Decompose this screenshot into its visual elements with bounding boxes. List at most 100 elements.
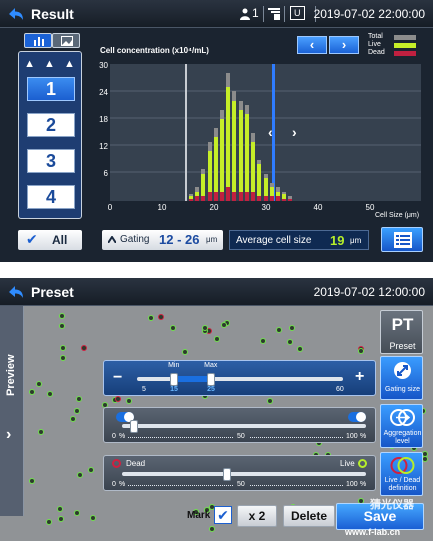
well-button-4[interactable]: 4 [27,185,75,209]
live-dead-definition-button[interactable]: Live / Dead definition [380,452,423,496]
well-button-1[interactable]: 1 [27,77,75,101]
avg-label: Average cell size [236,235,312,246]
tick-dots [128,485,233,487]
live-dead-definition-label: Live / Dead definition [384,477,421,492]
user-icon [240,8,250,20]
all-button[interactable]: ✔ All [18,230,82,250]
bar-live [251,141,256,201]
back-arrow-icon[interactable] [6,282,26,302]
well-button-3[interactable]: 3 [27,149,75,173]
chevron-right-icon: › [341,37,347,52]
user-count: 1 [252,6,259,20]
cell-marker [87,467,94,474]
gating-line-min[interactable] [184,64,187,201]
plot-grid [110,90,421,173]
minus-button[interactable]: − [113,369,123,386]
cell-marker [60,344,67,351]
cell-marker [267,398,274,405]
live-dead-icon [390,457,415,474]
bar-dead [226,187,231,201]
bar-live [244,114,249,201]
gating-slider-range [174,376,212,382]
gating-arrow-left-icon[interactable]: ‹ [268,124,273,140]
cell-marker [209,525,216,532]
cell-marker [169,325,176,332]
preset-pt-button[interactable]: PT Preset [380,310,423,354]
bar-dead [288,198,293,201]
x-tick-label: 20 [209,203,219,212]
well-button-2[interactable]: 2 [27,113,75,137]
dead-marker-icon [112,459,121,468]
data-table-button[interactable] [381,227,423,252]
preview-tab[interactable]: Preview › [0,306,24,516]
x-tick-label: 0 [107,203,113,212]
view-toggle [18,33,82,49]
cell-marker [89,515,96,522]
cell-marker [213,336,220,343]
signal-icon [268,8,280,20]
gating-slider-track[interactable] [137,377,343,381]
bar-dead [213,191,218,201]
gating-arrow-right-icon[interactable]: › [292,124,297,140]
image-view-button[interactable] [52,33,80,48]
plus-button[interactable]: + [355,368,365,385]
gating-size-button[interactable]: Gating size [380,356,423,400]
aggregation-toggle-left[interactable] [116,412,134,422]
gating-min-value: 15 [170,386,178,393]
check-icon: ✔ [217,507,229,523]
prev-button[interactable]: ‹ [297,36,327,54]
aggregation-toggle-right[interactable] [348,412,366,422]
cell-marker [422,456,429,463]
mark-checkbox[interactable]: ✔ [214,506,232,524]
cell-marker [58,312,65,319]
gating-min-handle[interactable] [170,373,179,386]
chart-view-button[interactable] [24,33,52,48]
live-dead-handle[interactable] [222,468,231,481]
bar-dead [207,191,212,201]
cell-marker [37,428,44,435]
aggregation-handle[interactable] [130,420,139,433]
histogram-plot: ‹ › [110,64,421,201]
aggregation-slider-track[interactable] [122,424,366,428]
page-title: Result [31,6,74,22]
y-tick-label: 18 [99,115,108,124]
gating-value: 12 - 26 [159,232,200,247]
range-min: 5 [142,386,146,393]
gating-line-max[interactable] [271,64,275,201]
back-arrow-icon[interactable] [6,4,26,24]
aggregation-level-button[interactable]: Aggregation level [380,404,423,448]
cell-marker [260,337,267,344]
legend-swatch-total [394,35,416,40]
bar-live [263,178,268,201]
bar-live [257,164,262,201]
cell-marker [28,388,35,395]
tick-0: 0 [112,433,116,440]
live-label: Live [340,459,355,468]
zoom-x2-button[interactable]: x 2 [237,505,277,527]
min-label: Min [168,362,180,369]
aggregation-icon [390,409,415,426]
avg-unit: μm [350,236,362,245]
bar-live [207,150,212,201]
aggregation-panel: 0 % 50 100 % [103,407,376,443]
cell-marker [221,322,228,329]
gating-size-panel: − + Min Max 5 60 15 25 [103,360,376,396]
check-icon: ✔ [26,231,38,247]
watermark: www.f-lab.cn [345,527,401,537]
gating-display[interactable]: Gating 12 - 26 μm [102,230,223,250]
next-button[interactable]: › [329,36,359,54]
result-titlebar: Result 1 U 2019-07-02 22:00:00 [0,0,433,28]
live-dead-slider-track[interactable] [122,472,366,476]
delete-button[interactable]: Delete [283,505,335,527]
bar-dead [244,191,249,201]
cell-marker [192,509,199,516]
mode-badge: U [290,6,305,20]
well-arrows: ▲ ▲ ▲ [24,58,78,70]
save-button[interactable]: Save [336,503,424,530]
bar-dead [257,196,262,201]
gating-max-value: 25 [207,386,215,393]
cell-marker [60,355,67,362]
gating-max-handle[interactable] [207,373,216,386]
cell-marker [35,380,42,387]
chevron-left-icon: ‹ [309,37,315,52]
